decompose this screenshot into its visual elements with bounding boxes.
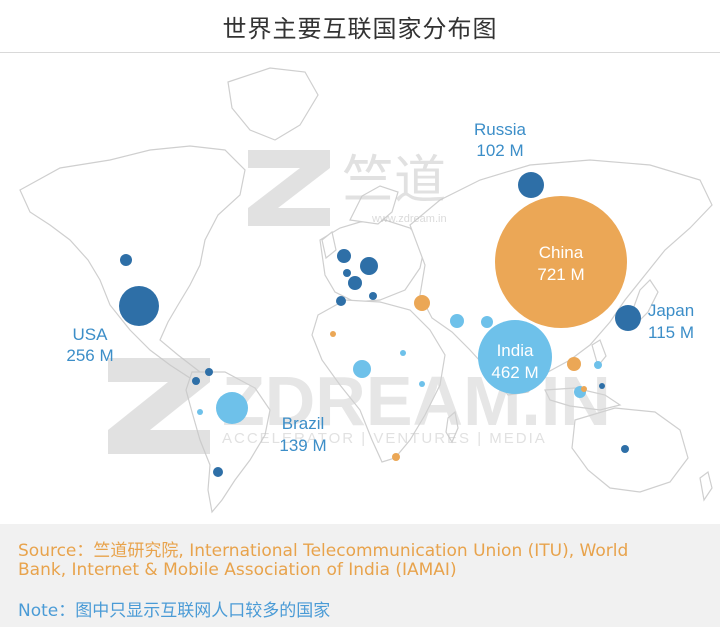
bubble-egypt [400, 350, 406, 356]
uk-shape [321, 230, 337, 260]
bubble-france [348, 276, 362, 290]
small-bubbles [120, 249, 629, 477]
bubble-nigeria [353, 360, 371, 378]
bubble-uk [337, 249, 351, 263]
bubble-italy [369, 292, 377, 300]
scandinavia-shape [349, 185, 399, 225]
map-title: 世界主要互联国家分布图 [0, 0, 720, 53]
bubble-pakistan [481, 316, 493, 328]
watermark-cn: 竺道 [342, 152, 446, 210]
label-japan-name: Japan [648, 301, 694, 320]
bubble-philippines [599, 383, 605, 389]
label-usa-value: 256 M [66, 346, 113, 365]
label-japan-value: 115 M [648, 323, 694, 342]
watermark-tagline: ACCELERATOR | VENTURES | MEDIA [222, 430, 547, 447]
note-text: Note：图中只显示互联网人口较多的国家 [18, 601, 331, 621]
bubble-china [495, 196, 627, 328]
bubble-malaysia [581, 386, 587, 392]
source-panel: Source：竺道研究院, International Telecommunic… [0, 524, 720, 627]
philippines-shape [591, 339, 607, 368]
australia-shape [571, 407, 689, 493]
bubble-kenya [419, 381, 425, 387]
africa-shape [311, 299, 446, 463]
label-brazil-name: Brazil [282, 414, 325, 433]
new-zealand-shape [699, 470, 713, 502]
bubble-usa [119, 286, 159, 326]
watermark-brand: ZDREAM.IN [222, 362, 611, 440]
bubble-brazil [216, 392, 248, 424]
watermark-logo-top [248, 150, 330, 226]
bubble-india [478, 320, 552, 394]
greenland-shape [227, 67, 319, 141]
south-america-shape [185, 371, 271, 514]
label-india-value: 462 M [491, 363, 538, 382]
bubble-south-africa [392, 453, 400, 461]
bubble-thailand [567, 357, 581, 371]
world-map: 竺道 www.zdream.in ZDREAM.IN ACCELERATOR |… [19, 67, 713, 514]
label-russia-value: 102 M [476, 141, 523, 160]
label-china-value: 721 M [537, 265, 584, 284]
source-line-2: Bank, Internet & Mobile Association of I… [18, 560, 457, 580]
bubble-mexico [205, 368, 213, 376]
bubble-russia [518, 172, 544, 198]
bubble-colombia [192, 377, 200, 385]
source-line-1: Source：竺道研究院, International Telecommunic… [18, 541, 629, 561]
bubble-turkey [414, 295, 430, 311]
bubble-australia [621, 445, 629, 453]
bubble-argentina [213, 467, 223, 477]
bubble-netherlands [343, 269, 351, 277]
label-india-name: India [497, 341, 534, 360]
bubble-japan [615, 305, 641, 331]
bubble-iran [450, 314, 464, 328]
north-america-shape [19, 145, 246, 379]
major-bubbles [119, 172, 641, 424]
watermark-site: www.zdream.in [371, 213, 447, 225]
bubble-canada [120, 254, 132, 266]
watermark-logo-bottom [108, 358, 210, 454]
label-china-name: China [539, 243, 584, 262]
bubble-germany [360, 257, 378, 275]
label-usa-name: USA [73, 325, 109, 344]
bubble-spain [336, 296, 346, 306]
bubble-vietnam [594, 361, 602, 369]
country-labels: Russia 102 M China 721 M Japan 115 M USA… [66, 120, 694, 455]
madagascar-shape [445, 410, 459, 444]
bubble-algeria [330, 331, 336, 337]
label-brazil-value: 139 M [279, 436, 326, 455]
bubble-peru [197, 409, 203, 415]
label-russia-name: Russia [474, 120, 527, 139]
